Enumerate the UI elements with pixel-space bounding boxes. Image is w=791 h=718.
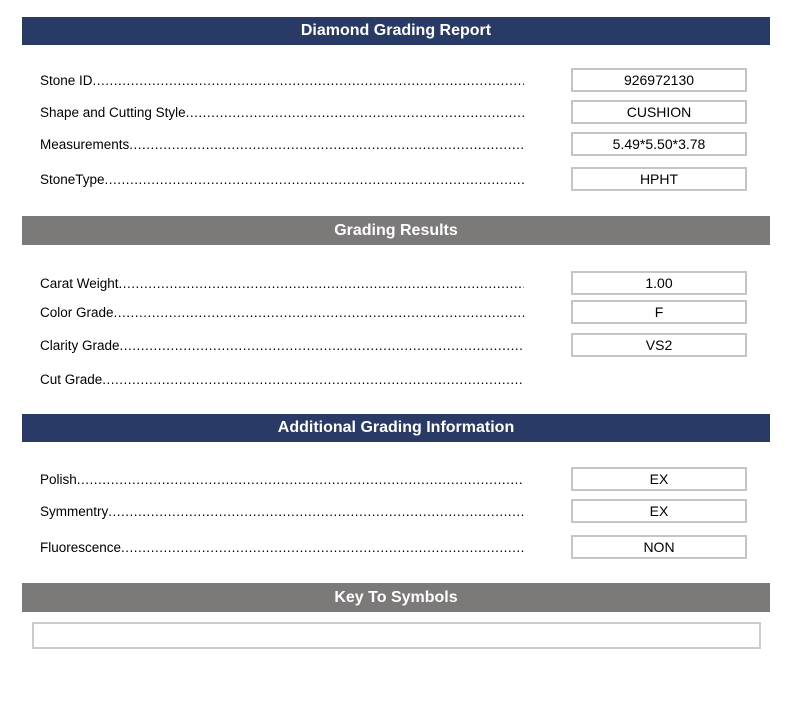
dot-leader: ........................................… bbox=[92, 72, 524, 88]
field-row-measurements: Measurements ...........................… bbox=[40, 132, 747, 156]
measurements-value-box: 5.49*5.50*3.78 bbox=[571, 132, 747, 156]
field-label-clarity-grade: Clarity Grade bbox=[40, 337, 120, 353]
field-label-wrap: Measurements ...........................… bbox=[40, 137, 524, 152]
field-label-wrap: Shape and Cutting Style ................… bbox=[40, 105, 524, 120]
field-row-color-grade: Color Grade ............................… bbox=[40, 300, 747, 324]
clarity-grade-value: VS2 bbox=[645, 337, 673, 353]
stone-id-value: 926972130 bbox=[623, 72, 695, 88]
symmentry-value: EX bbox=[649, 503, 669, 519]
section-heading-text: Grading Results bbox=[334, 222, 458, 239]
fluorescence-value: NON bbox=[643, 539, 675, 555]
section-heading-text: Diamond Grading Report bbox=[300, 22, 492, 39]
color-grade-value: F bbox=[654, 304, 664, 320]
section-heading-text: Key To Symbols bbox=[334, 589, 458, 606]
dot-leader: ........................................… bbox=[119, 337, 524, 353]
section-header-grading-results: Grading Results bbox=[22, 216, 770, 245]
field-label-measurements: Measurements bbox=[40, 136, 130, 152]
cut-grade-empty-value bbox=[571, 367, 747, 391]
section-header-additional-grading-information: Additional Grading Information bbox=[22, 414, 770, 442]
carat-weight-value-box: 1.00 bbox=[571, 271, 747, 295]
polish-value: EX bbox=[649, 471, 669, 487]
field-row-cut-grade: Cut Grade ..............................… bbox=[40, 367, 747, 391]
stone-type-value: HPHT bbox=[639, 171, 679, 187]
dot-leader: ........................................… bbox=[121, 539, 524, 555]
field-label-shape-and-cutting-style: Shape and Cutting Style bbox=[40, 104, 186, 120]
shape-value-box: CUSHION bbox=[571, 100, 747, 124]
clarity-grade-value-box: VS2 bbox=[571, 333, 747, 357]
key-to-symbols-box bbox=[32, 622, 761, 649]
color-grade-value-box: F bbox=[571, 300, 747, 324]
field-label-color-grade: Color Grade bbox=[40, 304, 114, 320]
field-label-fluorescence: Fluorescence bbox=[40, 539, 122, 555]
field-label-wrap: Symmentry ..............................… bbox=[40, 504, 524, 519]
symmentry-value-box: EX bbox=[571, 499, 747, 523]
polish-value-box: EX bbox=[571, 467, 747, 491]
field-label-polish: Polish bbox=[40, 471, 77, 487]
field-row-shape-and-cutting-style: Shape and Cutting Style ................… bbox=[40, 100, 747, 124]
field-label-wrap: Stone ID ...............................… bbox=[40, 73, 524, 88]
field-label-wrap: Fluorescence ...........................… bbox=[40, 540, 524, 555]
section-header-key-to-symbols: Key To Symbols bbox=[22, 583, 770, 612]
dot-leader: ........................................… bbox=[104, 171, 524, 187]
field-label-wrap: Carat Weight ...........................… bbox=[40, 276, 524, 291]
field-label-wrap: Polish .................................… bbox=[40, 472, 524, 487]
field-label-wrap: Clarity Grade ..........................… bbox=[40, 338, 524, 353]
measurements-value: 5.49*5.50*3.78 bbox=[612, 136, 706, 152]
dot-leader: ........................................… bbox=[76, 471, 524, 487]
dot-leader: ........................................… bbox=[102, 371, 524, 387]
field-row-fluorescence: Fluorescence ...........................… bbox=[40, 535, 747, 559]
stone-type-value-box: HPHT bbox=[571, 167, 747, 191]
field-label-wrap: Color Grade ............................… bbox=[40, 305, 524, 320]
field-row-polish: Polish .................................… bbox=[40, 467, 747, 491]
dot-leader: ........................................… bbox=[113, 304, 524, 320]
field-row-stone-id: Stone ID ...............................… bbox=[40, 68, 747, 92]
field-label-stone-type: StoneType bbox=[40, 171, 105, 187]
field-row-carat-weight: Carat Weight ...........................… bbox=[40, 271, 747, 295]
dot-leader: ........................................… bbox=[129, 136, 524, 152]
fluorescence-value-box: NON bbox=[571, 535, 747, 559]
dot-leader: ........................................… bbox=[108, 503, 524, 519]
field-row-clarity-grade: Clarity Grade ..........................… bbox=[40, 333, 747, 357]
carat-weight-value: 1.00 bbox=[645, 275, 673, 291]
stone-id-value-box: 926972130 bbox=[571, 68, 747, 92]
field-label-cut-grade: Cut Grade bbox=[40, 371, 103, 387]
field-label-wrap: Cut Grade ..............................… bbox=[40, 372, 524, 387]
dot-leader: ........................................… bbox=[118, 275, 524, 291]
field-label-carat-weight: Carat Weight bbox=[40, 275, 119, 291]
dot-leader: ........................................… bbox=[185, 104, 524, 120]
shape-value: CUSHION bbox=[626, 104, 692, 120]
diamond-grading-report-page: Diamond Grading Report Stone ID ........… bbox=[0, 17, 791, 649]
field-label-stone-id: Stone ID bbox=[40, 72, 93, 88]
field-label-symmentry: Symmentry bbox=[40, 503, 109, 519]
section-heading-text: Additional Grading Information bbox=[277, 419, 515, 436]
field-row-symmentry: Symmentry ..............................… bbox=[40, 499, 747, 523]
section-header-diamond-grading-report: Diamond Grading Report bbox=[22, 17, 770, 45]
field-label-wrap: StoneType ..............................… bbox=[40, 172, 524, 187]
field-row-stone-type: StoneType ..............................… bbox=[40, 167, 747, 191]
